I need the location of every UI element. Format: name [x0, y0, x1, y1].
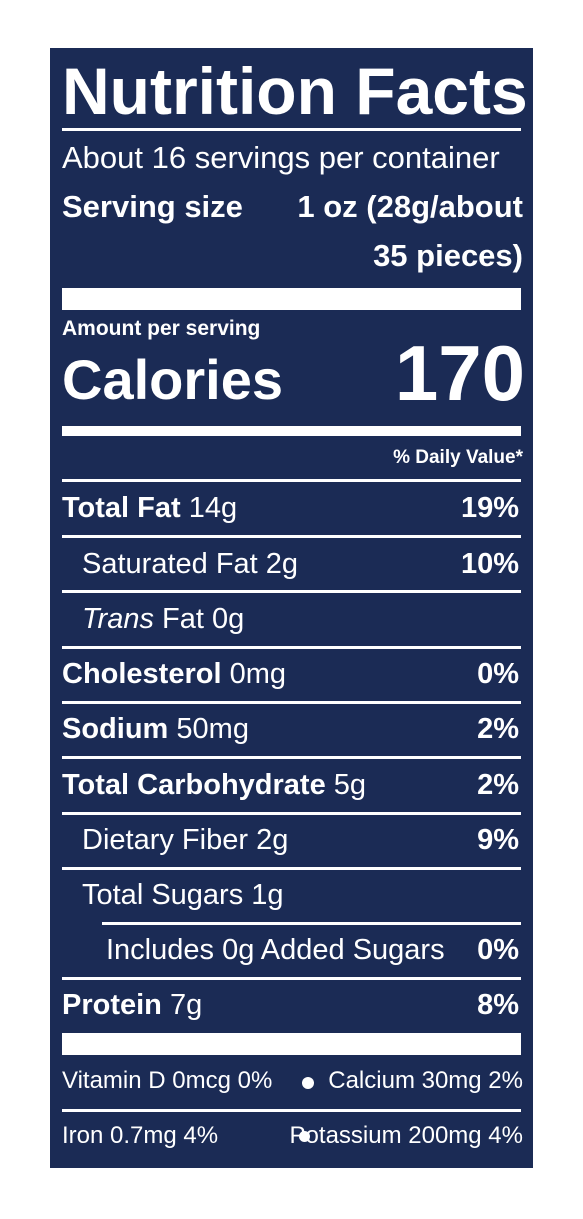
nutrient-amount: 0g [212, 603, 245, 635]
nutrient-dv-total-fat: 19% [460, 492, 519, 524]
row-rule [62, 590, 521, 593]
nutrient-dv-total-carbohydrate: 2% [477, 769, 519, 801]
row-rule [62, 535, 521, 538]
serving-size-value-line2: 35 pieces) [373, 238, 523, 273]
nutrient-name: Cholesterol [62, 658, 222, 690]
nutrient-row-saturated-fat: Saturated Fat 2g [82, 550, 298, 579]
nutrient-row-protein: Protein 7g [62, 991, 202, 1020]
nutrient-row-total-carbohydrate: Total Carbohydrate 5g [62, 771, 366, 800]
nutrient-name: Sodium [62, 713, 169, 745]
row-rule [62, 812, 521, 815]
nutrition-facts-panel: Nutrition Facts About 16 servings per co… [50, 48, 533, 1168]
thick-rule-bottom [62, 1033, 521, 1055]
row-rule [62, 867, 521, 870]
amount-per-serving: Amount per serving [62, 317, 261, 340]
micronutrient-rule [62, 1109, 521, 1112]
nutrient-row-total-sugars: Total Sugars 1g [82, 881, 284, 910]
daily-value-header: % Daily Value* [393, 447, 523, 468]
nutrient-amount: 14g [188, 492, 238, 524]
bullet-icon [302, 1077, 314, 1089]
row-rule [62, 646, 521, 649]
calories-label: Calories [62, 348, 283, 411]
nutrient-name: Saturated Fat [82, 548, 258, 580]
rule-after-dv [62, 479, 521, 482]
servings-per-container: About 16 servings per container [62, 140, 500, 175]
nutrient-amount: 0mg [229, 658, 287, 690]
nutrient-dv-saturated-fat: 10% [460, 548, 519, 580]
nutrient-amount: 1g [251, 879, 284, 911]
nutrient-name: Total Carbohydrate [62, 769, 326, 801]
serving-size-value-line1: 1 oz (28g/about [297, 189, 523, 224]
bullet-icon [299, 1131, 310, 1142]
nutrient-row-sodium: Sodium 50mg [62, 715, 249, 744]
serving-size-label: Serving size [62, 189, 243, 224]
nutrient-dv-protein: 8% [477, 989, 519, 1021]
nutrient-name: Total Fat [62, 492, 181, 524]
title-rule [62, 128, 521, 131]
nutrient-dv-dietary-fiber: 9% [477, 824, 519, 856]
thick-rule-top [62, 288, 521, 310]
nutrient-name: Fat [162, 603, 204, 635]
row-rule [62, 756, 521, 759]
calories-rule [62, 426, 521, 436]
micronutrient-iron: Iron 0.7mg 4% [62, 1122, 219, 1149]
row-rule [102, 922, 521, 925]
nutrient-name: Total Sugars [82, 879, 244, 911]
nutrient-row-cholesterol: Cholesterol 0mg [62, 660, 286, 689]
micronutrient-vitamin-d: Vitamin D 0mcg 0% [62, 1067, 273, 1094]
nutrient-dv-cholesterol: 0% [477, 658, 519, 690]
nutrient-name-italic: Trans [82, 603, 154, 635]
nutrient-row-added-sugars: Includes 0g Added Sugars [106, 936, 445, 965]
nutrient-row-dietary-fiber: Dietary Fiber 2g [82, 826, 288, 855]
calories-value: 170 [394, 329, 525, 417]
nutrient-amount: 5g [333, 769, 367, 801]
panel-title: Nutrition Facts [62, 54, 528, 128]
nutrient-dv-added-sugars: 0% [477, 934, 519, 966]
row-rule [62, 701, 521, 704]
nutrient-name: Includes 0g Added Sugars [106, 934, 445, 966]
nutrient-amount: 7g [169, 989, 203, 1021]
nutrient-dv-sodium: 2% [477, 713, 519, 745]
micronutrient-calcium: Calcium 30mg 2% [328, 1067, 523, 1094]
nutrient-amount: 2g [256, 824, 289, 856]
nutrient-amount: 50mg [176, 713, 249, 745]
nutrient-name: Dietary Fiber [82, 824, 248, 856]
nutrient-amount: 2g [265, 548, 299, 580]
nutrient-row-total-fat: Total Fat 14g [62, 494, 237, 523]
row-rule [62, 977, 521, 980]
nutrient-row-trans-fat: Trans Fat 0g [82, 605, 244, 634]
micronutrient-potassium: Potassium 200mg 4% [289, 1122, 523, 1149]
nutrient-name: Protein [62, 989, 162, 1021]
